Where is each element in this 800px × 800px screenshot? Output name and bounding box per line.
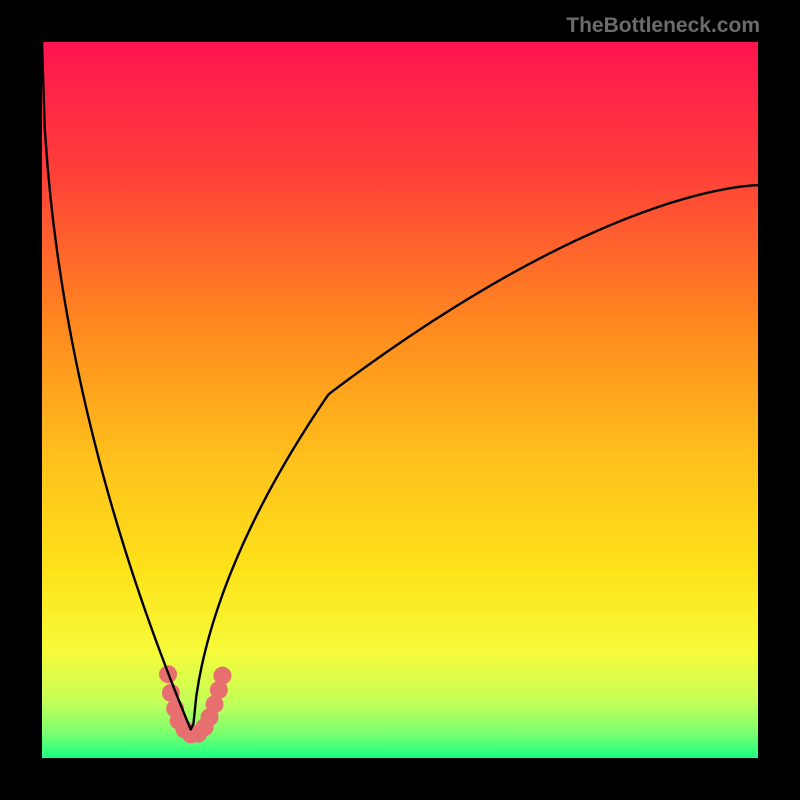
- pink-marker: [213, 667, 231, 685]
- stage: TheBottleneck.com: [0, 0, 800, 800]
- overlay-svg: [0, 0, 800, 800]
- watermark-text: TheBottleneck.com: [566, 14, 760, 38]
- bottleneck-curve: [42, 42, 758, 729]
